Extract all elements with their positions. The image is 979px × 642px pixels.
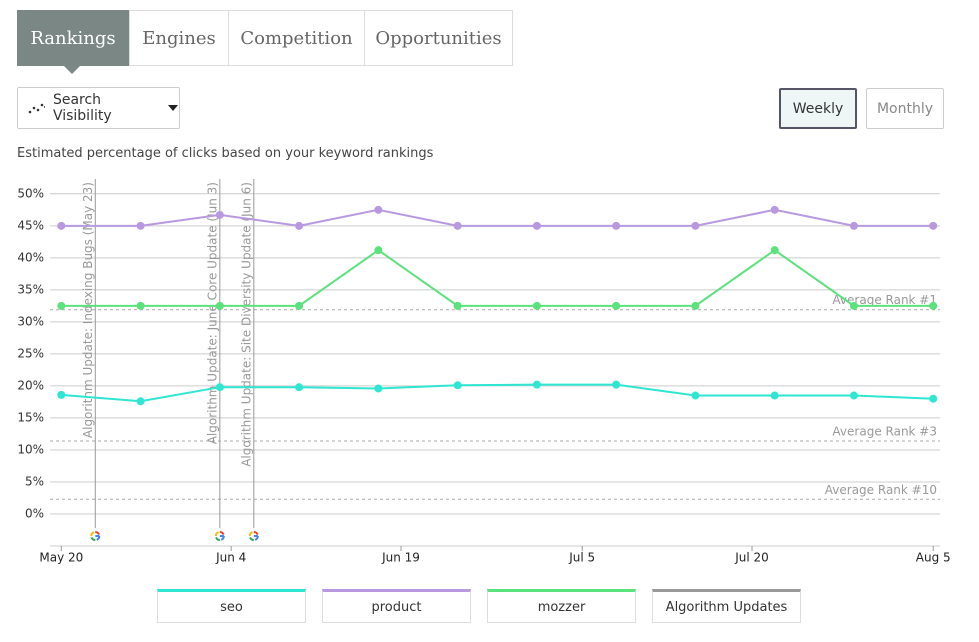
data-point	[770, 205, 779, 214]
data-point	[295, 301, 304, 310]
google-icon-arc	[214, 531, 219, 537]
google-icon-arc	[254, 535, 259, 541]
data-point	[612, 301, 621, 310]
data-point	[136, 397, 145, 406]
google-icon-arc	[219, 531, 225, 536]
tab[interactable]: Engines	[129, 10, 229, 66]
data-point	[453, 301, 462, 310]
y-tick-label: 30%	[17, 314, 44, 328]
data-point	[57, 390, 66, 399]
legend-item[interactable]: mozzer	[487, 589, 636, 623]
data-point	[849, 391, 858, 400]
tab[interactable]: Competition	[228, 10, 365, 66]
y-tick-label: 0%	[25, 506, 44, 520]
y-tick-label: 35%	[17, 282, 44, 296]
data-point	[532, 301, 541, 310]
period-button[interactable]: Monthly	[866, 88, 944, 129]
y-tick-label: 5%	[25, 474, 44, 488]
data-point	[612, 380, 621, 389]
data-point	[215, 383, 224, 392]
algorithm-update-label: Algorithm Update: Indexing Bugs (May 23)	[81, 182, 95, 438]
data-point	[136, 221, 145, 230]
data-point	[849, 221, 858, 230]
data-point	[770, 246, 779, 255]
y-tick-label: 40%	[17, 250, 44, 264]
data-point	[57, 221, 66, 230]
legend-item[interactable]: Algorithm Updates	[652, 589, 801, 623]
y-tick-label: 15%	[17, 410, 44, 424]
data-point	[57, 301, 66, 310]
x-tick-label: Aug 5	[916, 551, 951, 565]
data-point	[929, 221, 938, 230]
data-point	[929, 301, 938, 310]
y-tick-label: 10%	[17, 442, 44, 456]
google-icon-arc	[95, 531, 100, 536]
dropdown-icon	[28, 103, 45, 114]
google-icon	[248, 531, 259, 541]
google-icon-arc	[215, 536, 220, 541]
data-point	[612, 221, 621, 230]
google-icon	[90, 531, 101, 541]
data-point	[295, 221, 304, 230]
x-tick-label: Jun 19	[381, 551, 420, 565]
data-point	[374, 384, 383, 393]
series-line	[61, 208, 934, 227]
y-tick-label: 20%	[17, 378, 44, 392]
y-tick-label: 50%	[17, 186, 44, 200]
reference-label: Average Rank #3	[832, 424, 937, 438]
reference-label: Average Rank #10	[825, 483, 937, 497]
google-icon-arc	[249, 536, 254, 541]
google-icon-arc	[90, 536, 96, 541]
series-line	[61, 248, 934, 307]
x-tick-label: Jul 5	[568, 551, 595, 565]
data-point	[849, 301, 858, 310]
legend-item[interactable]: product	[322, 589, 471, 623]
series-line	[61, 383, 934, 403]
google-icon-arc	[248, 531, 253, 537]
dropdown-arrow	[167, 105, 178, 111]
data-point	[929, 394, 938, 403]
google-icon-arc	[90, 531, 95, 537]
data-point	[691, 391, 700, 400]
data-point	[374, 205, 383, 214]
data-point	[295, 383, 304, 392]
google-icon-arc	[253, 531, 259, 536]
tab-caret	[64, 66, 80, 74]
data-point	[136, 301, 145, 310]
data-point	[215, 210, 224, 219]
tab[interactable]: Opportunities	[364, 10, 513, 66]
subtitle: Estimated percentage of clicks based on …	[17, 146, 434, 161]
x-tick-label: May 20	[39, 551, 83, 565]
data-point	[770, 391, 779, 400]
chart: 0% 5% 10% 15% 20% 25% 30% 35% 40% 45% 50% May 20 Jun…	[17, 179, 951, 565]
data-point	[215, 301, 224, 310]
x-tick-label: Jun 4	[215, 551, 246, 565]
data-point	[374, 246, 383, 255]
y-tick-label: 45%	[17, 218, 44, 232]
data-point	[453, 381, 462, 390]
algorithm-update-label: Algorithm Update: Site Diversity Update …	[239, 182, 253, 467]
period-button[interactable]: Weekly	[779, 88, 857, 129]
reference-label: Average Rank #1	[832, 293, 937, 307]
dropdown-label: Search Visibility	[52, 92, 112, 124]
tab[interactable]: Rankings	[17, 10, 129, 66]
legend-item[interactable]: seo	[157, 589, 306, 623]
data-point	[532, 221, 541, 230]
data-point	[691, 301, 700, 310]
google-icon	[214, 531, 225, 541]
data-point	[532, 380, 541, 389]
data-point	[453, 221, 462, 230]
data-point	[691, 221, 700, 230]
y-tick-label: 25%	[17, 346, 44, 360]
dropdown[interactable]: Search Visibility	[17, 87, 180, 129]
x-tick-label: Jul 20	[734, 551, 769, 565]
algorithm-update-label: Algorithm Update: June Core Update (Jun …	[205, 182, 219, 444]
